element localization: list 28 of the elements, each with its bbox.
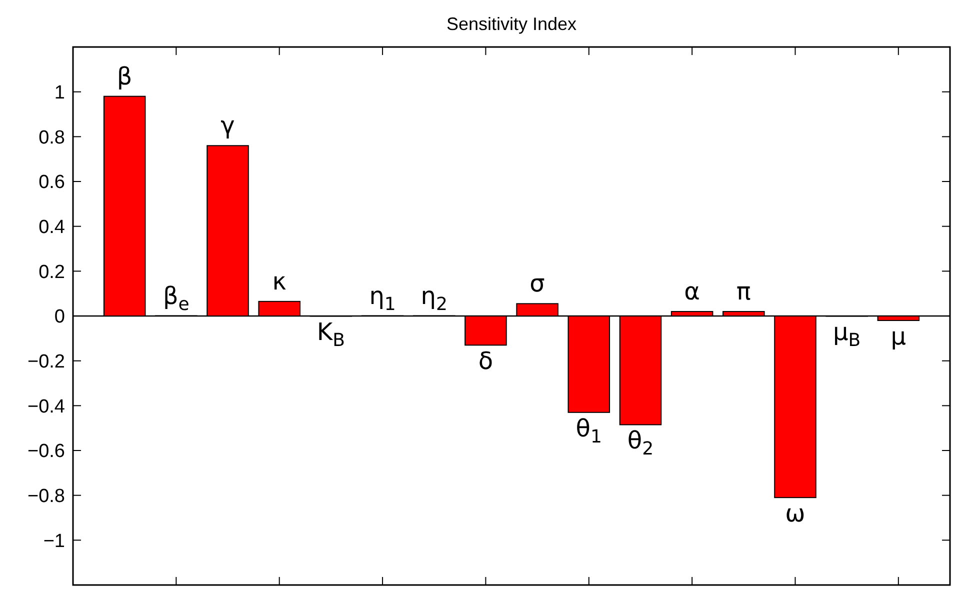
x-tick-label: δ — [478, 347, 494, 376]
y-tick-label: 1 — [54, 82, 65, 104]
y-tick-label: −0.4 — [27, 396, 66, 418]
chart-title: Sensitivity Index — [446, 14, 577, 34]
x-tick-label: η$_{1}$ — [369, 282, 396, 316]
x-tick-label: π — [736, 278, 751, 306]
x-tick-label: η$_{2}$ — [420, 282, 448, 316]
y-tick-label: 0.6 — [38, 172, 65, 194]
x-tick-label: γ — [220, 112, 235, 140]
x-tick-label: θ$_{2}$ — [627, 426, 654, 460]
x-tick-label: σ — [530, 270, 545, 298]
x-tick-label: μ$_{B}$ — [833, 318, 861, 352]
y-tick-label: −0.2 — [27, 351, 65, 372]
x-tick-label: K$_{B}$ — [316, 318, 345, 352]
x-tick-label: μ — [890, 322, 906, 350]
x-tick-label: ω — [785, 500, 806, 528]
x-tick-label: β — [116, 62, 132, 90]
x-tick-label: θ$_{1}$ — [576, 414, 602, 448]
x-tick-label: β$_{e}$ — [162, 282, 190, 316]
y-tick-label: −1 — [43, 530, 65, 552]
y-tick-label: 0.8 — [38, 127, 65, 148]
y-tick-label: 0.4 — [38, 216, 66, 238]
y-tick-label: −0.8 — [27, 486, 65, 507]
x-tick-label: α — [684, 278, 700, 306]
y-tick-label: −0.6 — [27, 441, 65, 462]
y-tick-label: 0.2 — [38, 262, 65, 283]
y-tick-label: 0 — [54, 306, 65, 328]
x-tick-label: κ — [272, 267, 286, 296]
